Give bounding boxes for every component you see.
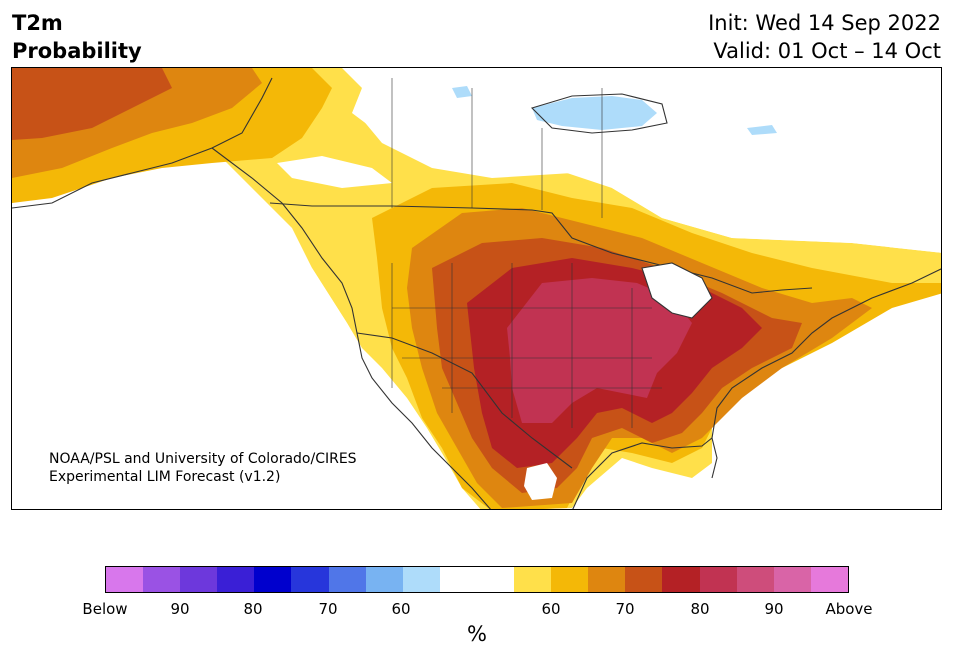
colorbar-segment	[662, 567, 700, 592]
colorbar-tick-label: 80	[243, 600, 263, 618]
neutral-east	[602, 78, 941, 253]
zone-p75-alaska	[12, 68, 172, 140]
canada-provinces	[391, 78, 603, 218]
valid-range: Valid: 01 Oct – 14 Oct	[713, 39, 941, 63]
colorbar-segment	[588, 567, 626, 592]
forecast-dates: Init: Wed 14 Sep 2022 Valid: 01 Oct – 14…	[708, 9, 941, 65]
colorbar-tick-label: Below	[82, 600, 128, 618]
colorbar-tick-label: 60	[391, 600, 411, 618]
init-date: Init: Wed 14 Sep 2022	[708, 11, 941, 35]
colorbar-tick-label: Above	[825, 600, 873, 618]
colorbar-segment	[402, 567, 440, 592]
variable-label: T2m	[12, 11, 63, 35]
alaska-coast	[12, 77, 273, 209]
colorbar-segment	[773, 567, 811, 592]
source-credit: NOAA/PSL and University of Colorado/CIRE…	[49, 450, 357, 486]
colorbar-tick-label: 70	[318, 600, 338, 618]
colorbar-segment	[476, 567, 515, 592]
colorbar-tick-label: 90	[170, 600, 190, 618]
below-east	[747, 125, 777, 135]
colorbar-tick-label: 70	[615, 600, 635, 618]
colorbar-segment	[328, 567, 366, 592]
colorbar-segment	[254, 567, 292, 592]
colorbar-segment	[365, 567, 403, 592]
great-lakes-outline	[641, 262, 713, 319]
colorbar-segment	[810, 567, 848, 592]
colorbar-segment	[699, 567, 737, 592]
colorbar-segment	[106, 567, 144, 592]
credit-line-1: NOAA/PSL and University of Colorado/CIRE…	[49, 451, 357, 467]
state-lines	[391, 263, 662, 428]
probability-map	[11, 67, 942, 510]
colorbar-segment	[291, 567, 329, 592]
neutral-mexico	[524, 463, 557, 500]
colorbar-segment	[514, 567, 552, 592]
colorbar-tick-label: 60	[541, 600, 561, 618]
zone-p85	[507, 278, 692, 423]
below-north	[452, 86, 472, 98]
map-title: T2m Probability	[12, 9, 142, 65]
colorbar-segment	[551, 567, 589, 592]
atlantic-coast	[711, 268, 941, 439]
probability-colorbar	[105, 566, 849, 593]
colorbar-tick-label: 90	[764, 600, 784, 618]
boundaries	[12, 77, 941, 509]
probability-label: Probability	[12, 39, 142, 63]
map-canvas	[12, 68, 941, 509]
colorbar-segment	[180, 567, 218, 592]
colorbar-segment	[217, 567, 255, 592]
below-hudson	[532, 96, 657, 130]
neutral-prairie	[277, 156, 392, 188]
colorbar-segment	[439, 567, 477, 592]
neutral-pacific	[12, 198, 412, 509]
probability-shading	[12, 68, 941, 509]
colorbar-segment	[625, 567, 663, 592]
hudson-bay-coast	[530, 93, 668, 134]
neutral-canada	[357, 88, 632, 178]
colorbar-segment	[736, 567, 774, 592]
pacific-coast	[211, 147, 491, 509]
credit-line-2: Experimental LIM Forecast (v1.2)	[49, 469, 281, 485]
unit-label: %	[467, 622, 487, 646]
colorbar-tick-label: 80	[690, 600, 710, 618]
gulf-coast	[572, 437, 718, 509]
colorbar-segment	[143, 567, 181, 592]
